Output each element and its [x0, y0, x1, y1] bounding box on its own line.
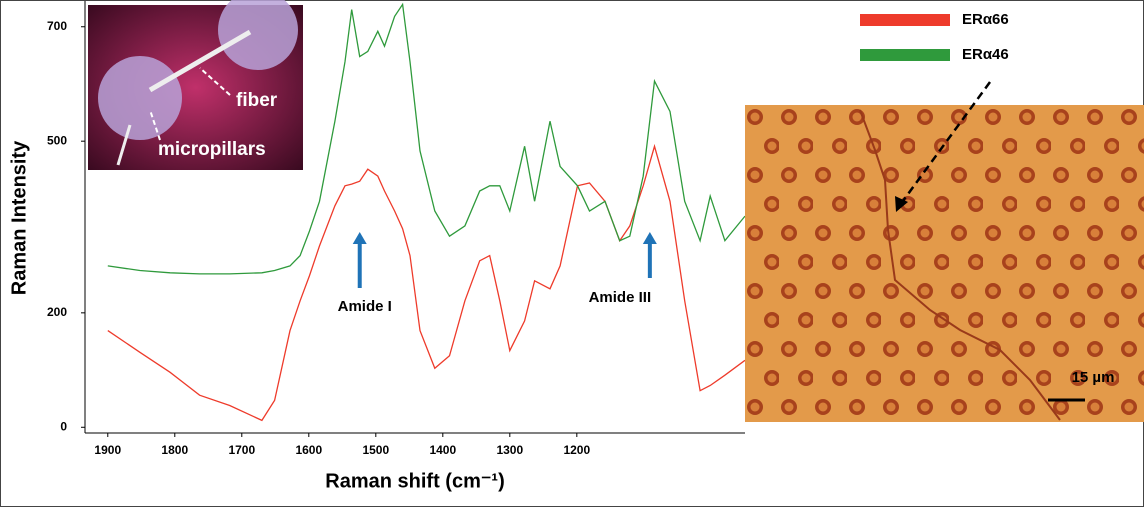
fiber-label: fiber — [236, 90, 278, 111]
y-tick-label: 700 — [47, 19, 67, 33]
scale-bar-label: 15 µm — [1072, 369, 1115, 386]
pillars-label: micropillars — [158, 139, 266, 160]
legend: ERα66 ERα46 — [860, 11, 1009, 63]
legend-swatch — [860, 49, 950, 61]
legend-label: ERα66 — [962, 11, 1009, 28]
micrograph: 15 µm — [745, 105, 1144, 422]
pointer-head — [895, 196, 908, 212]
annotation-label: Amide III — [589, 289, 652, 306]
inset-photo: fiber micropillars — [88, 0, 303, 170]
annotation-label: Amide I — [338, 298, 392, 315]
legend-swatch — [860, 14, 950, 26]
y-axis-label: Raman Intensity — [8, 140, 30, 295]
y-tick-label: 200 — [47, 305, 67, 319]
x-axis-label: Raman shift (cm⁻¹) — [325, 470, 504, 492]
series-line — [107, 2, 746, 275]
plot: 0 200 500 700 1900 1800 1700 1600 1500 1400 1300 12… — [47, 1, 746, 457]
annotation-arrowhead — [352, 232, 367, 244]
x-tick-label: 1800 — [161, 443, 188, 457]
y-tick-label: 0 — [60, 419, 67, 433]
y-tick-label: 500 — [47, 133, 67, 147]
annotation-arrowhead — [642, 232, 657, 244]
x-tick-label: 1500 — [362, 443, 389, 457]
x-tick-label: 1600 — [295, 443, 322, 457]
legend-label: ERα46 — [962, 46, 1009, 63]
x-tick-label: 1400 — [429, 443, 456, 457]
series-line — [107, 143, 746, 422]
x-tick-label: 1300 — [496, 443, 523, 457]
x-tick-label: 1900 — [94, 443, 121, 457]
x-tick-label: 1700 — [228, 443, 255, 457]
x-tick-label: 1200 — [563, 443, 590, 457]
